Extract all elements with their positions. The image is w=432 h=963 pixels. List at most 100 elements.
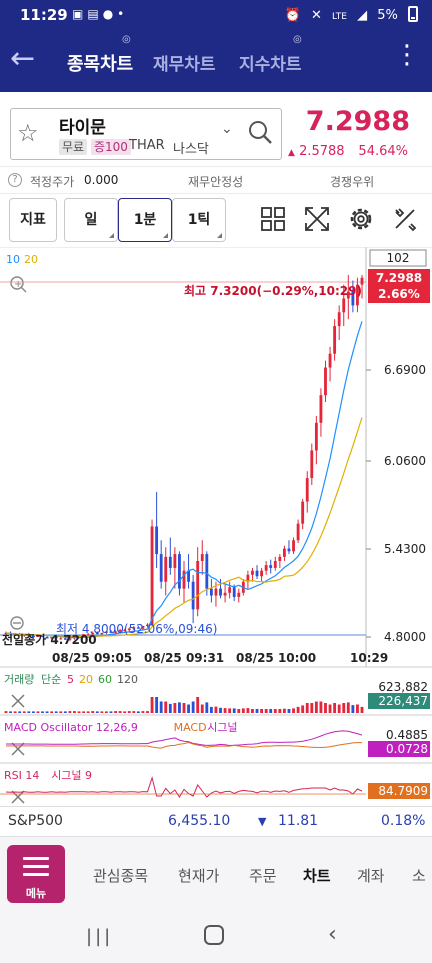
candle-body	[342, 298, 346, 313]
volume-bar	[314, 701, 318, 713]
ma-line-20	[5, 417, 363, 638]
panel-param: 60	[98, 673, 112, 686]
nav-watchlist[interactable]: 관심종목	[93, 867, 149, 885]
x-tick-label: 10:29	[350, 651, 388, 665]
tools-icon[interactable]	[390, 204, 420, 234]
candle-body	[314, 422, 318, 451]
tab-index-chart[interactable]: 지수차트	[239, 55, 302, 75]
volume-bar	[196, 697, 200, 713]
period-tick-button[interactable]: 1틱	[172, 198, 226, 242]
recent-apps-icon[interactable]: |||	[86, 926, 114, 947]
volume-bar	[104, 711, 108, 713]
last-price-badge	[368, 269, 430, 303]
volume-bar	[191, 701, 195, 713]
price-chart[interactable]: 10 20 +102 6.6900 6.0600 5.4300 4.8000 최고 7.320…	[0, 247, 432, 807]
candle-body	[292, 540, 295, 552]
high-annotation: 최고 7.3200(−0.29%,10:29)	[184, 283, 362, 298]
volume-bar	[50, 711, 54, 713]
volume-bar	[123, 711, 127, 713]
search-icon[interactable]	[247, 119, 273, 145]
volume-bar	[187, 704, 190, 713]
home-icon[interactable]	[204, 925, 224, 945]
zoom-in-plus: +	[14, 279, 22, 290]
candle-body	[100, 632, 104, 635]
candle-body	[132, 627, 136, 629]
stock-exchange: 나스닥	[173, 142, 209, 157]
volume-bar	[333, 703, 337, 713]
bottom-nav: 메뉴 관심종목 현재가 주문 차트 계좌 소	[0, 836, 432, 910]
menu-button[interactable]: 메뉴	[7, 845, 65, 903]
x-tick-label: 08/25 09:05	[52, 651, 132, 665]
candle-body	[337, 312, 341, 327]
candle-body	[86, 634, 90, 636]
volume-bar	[282, 708, 286, 713]
volume-bar	[319, 701, 323, 713]
tab-badge-icon: ◎	[122, 34, 131, 45]
volume-bar	[360, 706, 364, 713]
app-header: ← ◎ 종목차트 재무차트 ◎ 지수차트 ⋮	[0, 32, 432, 92]
volume-bar	[200, 704, 204, 713]
candle-body	[246, 574, 250, 582]
more-vert-icon[interactable]: ⋮	[394, 40, 420, 70]
tab-stock-chart[interactable]: 종목차트	[67, 54, 134, 75]
settings-icon[interactable]	[346, 204, 376, 234]
chevron-down-icon[interactable]: ⌄	[221, 121, 233, 137]
grid-icon[interactable]	[258, 204, 288, 234]
nav-account[interactable]: 계좌	[357, 867, 385, 885]
panel-title: 거래량	[4, 673, 34, 686]
fair-price-value: 0.000	[84, 173, 119, 187]
status-time: 11:29	[20, 6, 68, 24]
tab-finance-chart[interactable]: 재무차트	[153, 55, 216, 75]
volume-bar	[159, 701, 163, 713]
volume-bar	[214, 706, 218, 713]
indicator-button[interactable]: 지표	[9, 198, 57, 242]
volume-bar	[91, 711, 95, 713]
candle-body	[141, 625, 145, 629]
volume-bar	[264, 709, 268, 713]
volume-bar	[86, 711, 90, 713]
expand-icon[interactable]	[302, 204, 332, 234]
candle-body	[191, 581, 195, 610]
volume-bar	[346, 702, 350, 713]
stock-selector[interactable]: ☆ 타이문 무료 증100 THAR 나스닥 ⌄	[10, 108, 282, 160]
rank-label[interactable]: 경쟁우위	[330, 175, 375, 189]
sp500-pct: 0.18%	[381, 813, 426, 829]
candle-body	[214, 588, 218, 596]
status-bar: 11:29 ▣▤●• ⏰ ✕ LTE ◢ 5%	[0, 0, 432, 32]
panel-subtitle: 단순	[41, 673, 61, 686]
sp500-ticker[interactable]: S&P500 6,455.10 ▼ 11.81 0.18%	[0, 806, 432, 836]
candle-body	[95, 632, 99, 635]
panel-subtitle: MACD	[174, 721, 207, 734]
period-day-button[interactable]: 일	[64, 198, 118, 242]
candle-body	[333, 326, 337, 354]
volume-bar	[305, 703, 309, 713]
volume-bar	[301, 705, 305, 713]
panel-value-badge	[368, 741, 430, 757]
candle-body	[356, 284, 359, 306]
nav-more[interactable]: 소	[412, 867, 426, 885]
star-icon[interactable]: ☆	[17, 119, 39, 147]
candle-body	[282, 548, 286, 557]
system-back-icon[interactable]: ‹	[328, 922, 337, 947]
mute-icon: ✕	[310, 8, 322, 23]
nav-order[interactable]: 주문	[249, 867, 277, 885]
nav-current-price[interactable]: 현재가	[178, 867, 220, 885]
candle-body	[305, 478, 309, 502]
tag-margin: 증100	[91, 139, 131, 155]
back-arrow-icon[interactable]: ←	[10, 41, 36, 76]
volume-bar	[168, 703, 172, 713]
info-row: ? 적정주가 0.000 재무안정성 경쟁우위	[0, 166, 432, 194]
stability-label[interactable]: 재무안정성	[188, 175, 244, 189]
volume-bar	[4, 711, 8, 713]
help-icon[interactable]: ?	[8, 173, 22, 187]
volume-bar	[31, 711, 35, 713]
candle-body	[319, 395, 323, 423]
volume-bar	[310, 703, 314, 713]
candle-body	[146, 624, 149, 626]
candle-body	[22, 634, 26, 636]
nav-chart[interactable]: 차트	[303, 867, 331, 885]
period-minute-button[interactable]: 1분	[118, 198, 172, 242]
volume-bar	[118, 711, 122, 713]
volume-bar	[136, 711, 140, 713]
candle-body	[219, 588, 222, 596]
